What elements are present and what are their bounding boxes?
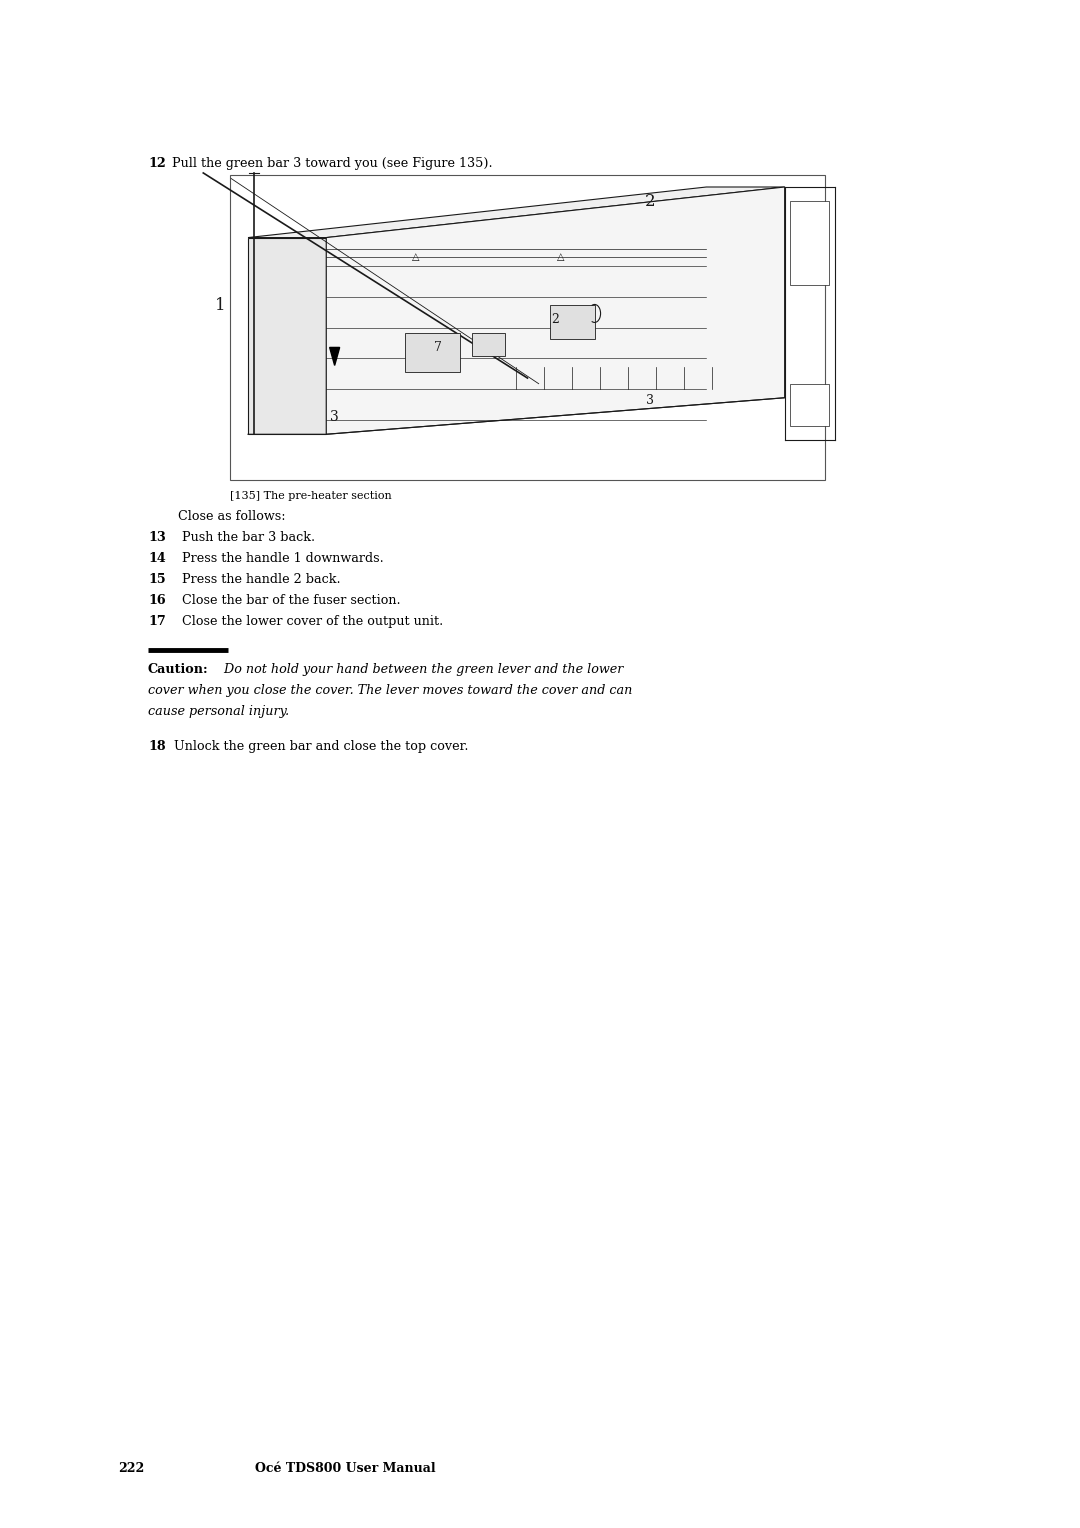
Bar (791, 202, 829, 286)
Text: Caution:: Caution: (148, 663, 208, 675)
Text: △: △ (557, 252, 565, 263)
Polygon shape (329, 347, 339, 365)
Bar (405, 333, 460, 373)
Bar (550, 306, 595, 339)
Text: Unlock the green bar and close the top cover.: Unlock the green bar and close the top c… (174, 740, 469, 753)
Text: 16: 16 (148, 594, 165, 607)
Text: 3: 3 (647, 394, 654, 406)
Text: Close the lower cover of the output unit.: Close the lower cover of the output unit… (183, 614, 443, 628)
Text: 18: 18 (148, 740, 165, 753)
Text: Press the handle 2 back.: Press the handle 2 back. (183, 573, 340, 587)
Text: 2: 2 (552, 313, 559, 325)
Text: 15: 15 (148, 573, 165, 587)
Text: 12: 12 (148, 157, 165, 170)
Text: Océ TDS800 User Manual: Océ TDS800 User Manual (255, 1462, 435, 1475)
Text: 2: 2 (645, 193, 656, 209)
Text: Press the handle 1 downwards.: Press the handle 1 downwards. (183, 552, 383, 565)
Polygon shape (326, 186, 785, 434)
Text: Do not hold your hand between the green lever and the lower: Do not hold your hand between the green … (220, 663, 623, 675)
Text: Pull the green bar 3 toward you (see Figure 135).: Pull the green bar 3 toward you (see Fig… (172, 157, 492, 170)
Text: 3: 3 (330, 411, 339, 425)
Bar (472, 333, 505, 356)
Text: 222: 222 (118, 1462, 145, 1475)
Text: Close the bar of the fuser section.: Close the bar of the fuser section. (183, 594, 401, 607)
Text: Push the bar 3 back.: Push the bar 3 back. (183, 532, 315, 544)
Text: 7: 7 (434, 341, 442, 353)
Text: cover when you close the cover. The lever moves toward the cover and can: cover when you close the cover. The leve… (148, 685, 633, 697)
Text: △: △ (411, 252, 419, 263)
Text: 1: 1 (215, 296, 226, 313)
Text: 13: 13 (148, 532, 165, 544)
Bar (791, 384, 829, 426)
Polygon shape (248, 186, 785, 237)
Text: 17: 17 (148, 614, 165, 628)
Polygon shape (248, 237, 326, 434)
Text: Close as follows:: Close as follows: (178, 510, 285, 523)
Bar (230, 176, 825, 480)
Text: [135] The pre-heater section: [135] The pre-heater section (230, 490, 392, 501)
Text: 14: 14 (148, 552, 165, 565)
Text: cause personal injury.: cause personal injury. (148, 704, 289, 718)
